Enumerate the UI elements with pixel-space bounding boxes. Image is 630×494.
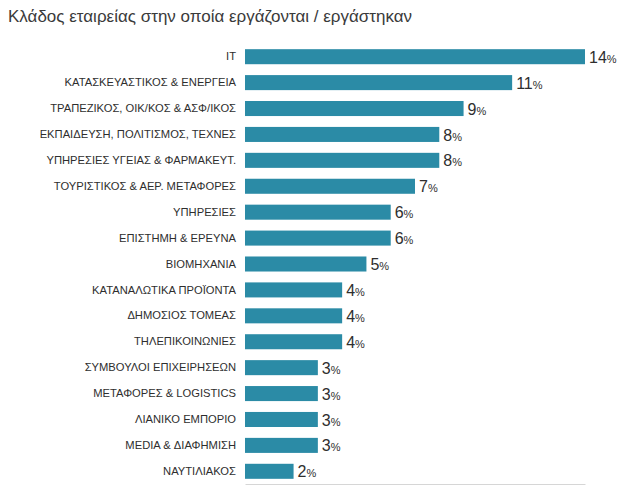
data-label: 11% <box>516 75 543 92</box>
y-tick: ΥΠΗΡΕΣΙΕΣ ΥΓΕΙΑΣ & ΦΑΡΜΑΚΕΥΤ. <box>46 154 245 166</box>
bar <box>245 438 318 453</box>
y-tick: ΕΠΙΣΤΗΜΗ & ΕΡΕΥΝΑ <box>119 232 245 244</box>
y-tick: ΛΙΑΝΙΚΟ ΕΜΠΟΡΙΟ <box>135 413 245 425</box>
data-label: 3% <box>322 386 341 403</box>
y-tick-label: ΤΗΛΕΠΙΚΟΙΝΩΝΙΕΣ <box>134 335 236 347</box>
y-tick-label: ΝΑΥΤΙΛΙΑΚΟΣ <box>163 465 236 477</box>
x-axis-line <box>246 484 586 485</box>
bar <box>245 360 318 375</box>
bar <box>245 127 439 142</box>
y-tick-label: ΒΙΟΜΗΧΑΝΙΑ <box>166 258 237 270</box>
y-tick-label: ΛΙΑΝΙΚΟ ΕΜΠΟΡΙΟ <box>135 413 236 425</box>
y-tick: ΣΥΜΒΟΥΛΟΙ ΕΠΙΧΕΙΡΗΣΕΩΝ <box>85 361 245 373</box>
y-tick-label: ΕΚΠΑΙΔΕΥΣΗ, ΠΟΛΙΤΙΣΜΟΣ, ΤΕΧΝΕΣ <box>40 128 236 140</box>
data-labels: 14% 11% 9% 8% 8% 7% 6% 6% 5% 4% 4% 4% 3% 3% 3% 3% 2% <box>298 49 617 481</box>
y-tick: ΝΑΥΤΙΛΙΑΚΟΣ <box>163 465 245 477</box>
y-tick: IT <box>226 50 245 62</box>
bar <box>245 308 342 323</box>
data-label: 4% <box>346 308 365 325</box>
title: Κλάδος εταιρείας στην οποία εργάζονται /… <box>8 7 412 26</box>
data-label: 3% <box>322 360 341 377</box>
y-tick-label: ΚΑΤΑΣΚΕΥΑΣΤΙΚΟΣ & ΕΝΕΡΓΕΙΑ <box>65 76 237 88</box>
bar <box>245 386 318 401</box>
data-label: 2% <box>298 463 317 480</box>
y-tick-label: ΕΠΙΣΤΗΜΗ & ΕΡΕΥΝΑ <box>119 232 236 244</box>
bar <box>245 282 342 297</box>
y-tick: ΤΗΛΕΠΙΚΟΙΝΩΝΙΕΣ <box>134 335 245 347</box>
data-label: 6% <box>395 204 414 221</box>
chart: Κλάδος εταιρείας στην οποία εργάζονται /… <box>0 0 630 494</box>
bar <box>245 412 318 427</box>
data-label: 8% <box>443 152 462 169</box>
bar <box>245 334 342 349</box>
y-tick-label: ΚΑΤΑΝΑΛΩΤΙΚΑ ΠΡΟΪΟΝΤΑ <box>92 283 236 295</box>
plot: IT ΚΑΤΑΣΚΕΥΑΣΤΙΚΟΣ & ΕΝΕΡΓΕΙΑ ΤΡΑΠΕΖΙΚΟΣ, … <box>40 49 617 485</box>
bar <box>245 256 366 271</box>
y-tick-label: ΥΠΗΡΕΣΙΕΣ ΥΓΕΙΑΣ & ΦΑΡΜΑΚΕΥΤ. <box>46 154 236 166</box>
y-tick-label: ΥΠΗΡΕΣΙΕΣ <box>173 206 236 218</box>
bar <box>245 75 512 90</box>
data-label: 4% <box>346 282 365 299</box>
y-tick: ΥΠΗΡΕΣΙΕΣ <box>173 206 245 218</box>
data-label: 3% <box>322 412 341 429</box>
y-tick-label: ΣΥΜΒΟΥΛΟΙ ΕΠΙΧΕΙΡΗΣΕΩΝ <box>85 361 236 373</box>
data-label: 14% <box>589 49 617 66</box>
y-tick: ΚΑΤΑΣΚΕΥΑΣΤΙΚΟΣ & ΕΝΕΡΓΕΙΑ <box>65 76 245 88</box>
bars <box>245 49 585 479</box>
bar <box>245 49 585 64</box>
data-label: 8% <box>443 127 462 144</box>
y-tick: ΚΑΤΑΝΑΛΩΤΙΚΑ ΠΡΟΪΟΝΤΑ <box>92 283 245 295</box>
y-tick: ΔΗΜΟΣΙΟΣ ΤΟΜΕΑΣ <box>127 309 245 321</box>
y-tick: ΕΚΠΑΙΔΕΥΣΗ, ΠΟΛΙΤΙΣΜΟΣ, ΤΕΧΝΕΣ <box>40 128 245 140</box>
data-label: 6% <box>395 230 414 247</box>
bar <box>245 205 391 220</box>
data-label: 9% <box>468 101 487 118</box>
y-tick-label: ΤΡΑΠΕΖΙΚΟΣ, ΟΙΚ/ΚΟΣ & ΑΣΦ/ΙΚΟΣ <box>50 102 236 114</box>
data-label: 4% <box>346 334 365 351</box>
y-tick-label: ΔΗΜΟΣΙΟΣ ΤΟΜΕΑΣ <box>127 309 236 321</box>
x-axis <box>246 484 586 485</box>
y-tick-label: IT <box>226 50 236 62</box>
y-tick-label: ΤΟΥΡΙΣΤΙΚΟΣ & ΑΕΡ. ΜΕΤΑΦΟΡΕΣ <box>54 180 236 192</box>
bar <box>245 101 464 116</box>
bar <box>245 179 415 194</box>
data-label: 3% <box>322 437 341 454</box>
data-label: 5% <box>370 256 389 273</box>
y-tick-label: ΜΕΤΑΦΟΡΕΣ & LOGISTICS <box>93 387 236 399</box>
data-label: 7% <box>419 178 438 195</box>
y-tick: ΤΡΑΠΕΖΙΚΟΣ, ΟΙΚ/ΚΟΣ & ΑΣΦ/ΙΚΟΣ <box>50 102 245 114</box>
y-axis: IT ΚΑΤΑΣΚΕΥΑΣΤΙΚΟΣ & ΕΝΕΡΓΕΙΑ ΤΡΑΠΕΖΙΚΟΣ, … <box>40 50 245 477</box>
y-tick: MEDIA & ΔΙΑΦΗΜΙΣΗ <box>125 439 245 451</box>
bar <box>245 464 294 479</box>
y-tick: ΤΟΥΡΙΣΤΙΚΟΣ & ΑΕΡ. ΜΕΤΑΦΟΡΕΣ <box>54 180 245 192</box>
y-tick-label: MEDIA & ΔΙΑΦΗΜΙΣΗ <box>125 439 236 451</box>
bar <box>245 231 391 246</box>
y-tick: ΜΕΤΑΦΟΡΕΣ & LOGISTICS <box>93 387 245 399</box>
y-tick: ΒΙΟΜΗΧΑΝΙΑ <box>166 258 245 270</box>
bar <box>245 153 439 168</box>
